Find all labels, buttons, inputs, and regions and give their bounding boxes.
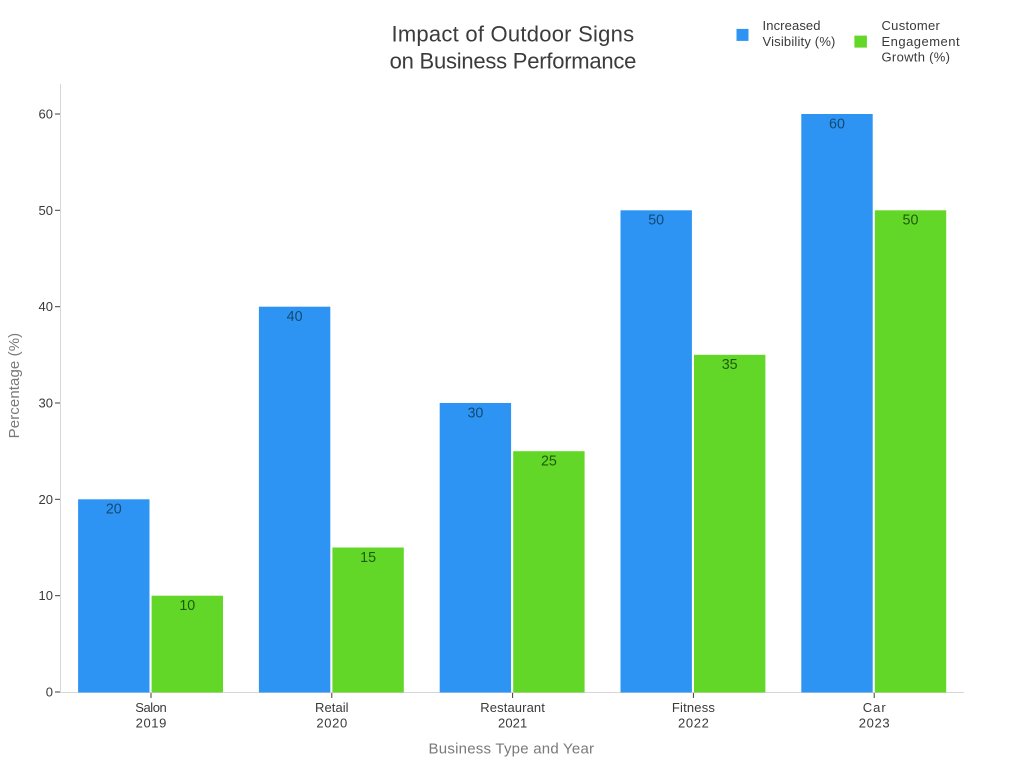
svg-text:Growth (%): Growth (%) <box>882 49 951 64</box>
svg-text:on Business Performance: on Business Performance <box>390 48 637 73</box>
svg-text:40: 40 <box>39 299 53 314</box>
svg-text:40: 40 <box>287 309 303 325</box>
svg-text:50: 50 <box>648 213 664 229</box>
svg-text:35: 35 <box>722 357 738 373</box>
svg-text:Salon: Salon <box>135 700 166 715</box>
svg-text:10: 10 <box>39 588 53 603</box>
svg-text:30: 30 <box>39 396 53 411</box>
svg-text:15: 15 <box>360 550 376 566</box>
svg-text:30: 30 <box>467 405 483 421</box>
svg-text:Engagement: Engagement <box>882 34 960 49</box>
svg-text:Restaurant: Restaurant <box>480 700 545 715</box>
svg-text:50: 50 <box>39 203 53 218</box>
svg-text:60: 60 <box>39 107 53 122</box>
svg-text:2023: 2023 <box>859 716 890 731</box>
svg-text:20: 20 <box>106 502 122 518</box>
svg-text:2022: 2022 <box>678 716 709 731</box>
svg-text:10: 10 <box>179 598 195 614</box>
svg-text:Increased: Increased <box>763 18 821 33</box>
svg-text:0: 0 <box>46 685 53 700</box>
svg-text:Percentage (%): Percentage (%) <box>6 333 23 439</box>
svg-text:20: 20 <box>39 492 53 507</box>
svg-text:Visibility (%): Visibility (%) <box>763 34 836 49</box>
svg-text:Car: Car <box>863 700 887 715</box>
svg-text:Retail: Retail <box>315 700 349 715</box>
svg-text:60: 60 <box>829 116 845 132</box>
svg-text:2020: 2020 <box>316 716 347 731</box>
svg-text:2021: 2021 <box>498 716 527 731</box>
svg-text:Customer: Customer <box>882 18 941 33</box>
svg-text:Impact of Outdoor Signs: Impact of Outdoor Signs <box>392 21 635 46</box>
svg-text:Fitness: Fitness <box>672 700 716 715</box>
svg-text:25: 25 <box>541 454 557 470</box>
svg-text:50: 50 <box>903 213 919 229</box>
svg-text:Business Type and Year: Business Type and Year <box>429 741 595 758</box>
svg-text:2019: 2019 <box>136 716 167 731</box>
